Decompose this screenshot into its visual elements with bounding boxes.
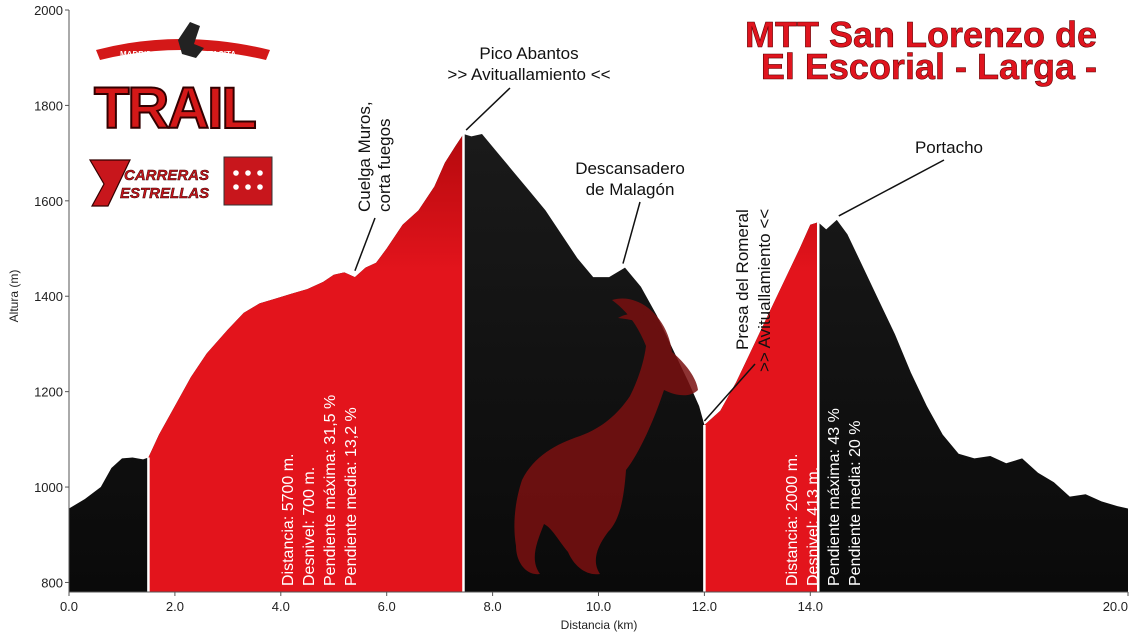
x-tick-label: 0.0: [60, 599, 78, 614]
annotation-malagon-leader: [622, 201, 641, 264]
x-tick-label: 10.0: [586, 599, 611, 614]
segment-dividers: [147, 134, 820, 592]
climb-stats: Distancia: 5700 m. Desnivel: 700 m. Pendie…: [280, 395, 864, 586]
climb-1-stat-3: Pendiente máxima: 31,5 %: [322, 395, 339, 586]
annotation-romeral-line2: >> Avituallamiento <<: [755, 209, 774, 372]
x-tick-label: 6.0: [378, 599, 396, 614]
annotation-cuelga-leader: [354, 217, 376, 272]
climb-1-stat-4: Pendiente media: 13,2 %: [343, 407, 360, 586]
climb-1-stat-2: Desnivel: 700 m.: [301, 467, 318, 586]
trail-logo: MADRID TACITA TRAIL: [93, 22, 270, 142]
climb-1-stat-1: Distancia: 5700 m.: [280, 453, 297, 586]
y-ticks: 2000 1800 1600 1400 1200 1000 800: [34, 3, 69, 590]
logo-top-right: TACITA: [208, 50, 236, 59]
series-line2: ESTRELLAS: [120, 185, 209, 202]
annotation-abantos-line1: Pico Abantos: [479, 44, 578, 63]
annotation-portacho-leader: [838, 159, 945, 217]
y-tick-label: 1600: [34, 194, 63, 209]
annotation-romeral-leader: [703, 363, 756, 422]
x-tick-label: 20.0: [1103, 599, 1128, 614]
annotation-malagon-line1: Descansadero: [575, 159, 685, 178]
logo-ibex-icon: [178, 22, 204, 58]
y-tick-label: 1000: [34, 480, 63, 495]
x-tick-label: 14.0: [798, 599, 823, 614]
logo-brand: TRAIL: [94, 76, 255, 141]
annotation-cuelga-line1: Cuelga Muros,: [355, 101, 374, 212]
chart-title-line2: El Escorial - Larga -: [761, 46, 1097, 87]
annotation-portacho-line1: Portacho: [915, 138, 983, 157]
climb-2-stat-4: Pendiente media: 20 %: [847, 421, 864, 586]
carreras-estrellas-logo: CARRERAS ESTRELLAS: [88, 156, 273, 207]
madrid-flag: [223, 156, 273, 206]
series-x-mark: [88, 159, 131, 207]
ibex-silhouette: [514, 298, 698, 575]
x-tick-label: 8.0: [484, 599, 502, 614]
annotation-malagon-line2: de Malagón: [586, 180, 675, 199]
x-tick-label: 12.0: [692, 599, 717, 614]
logo-top-left: MADRID: [120, 50, 152, 59]
x-tick-label: 4.0: [272, 599, 290, 614]
x-axis-title: Distancia (km): [561, 618, 638, 632]
x-tick-label: 2.0: [166, 599, 184, 614]
y-tick-label: 2000: [34, 3, 63, 18]
annotation-abantos-line2: >> Avituallamiento <<: [447, 65, 610, 84]
y-tick-label: 1200: [34, 385, 63, 400]
y-tick-label: 1400: [34, 289, 63, 304]
climb-2-stat-3: Pendiente máxima: 43 %: [826, 408, 843, 586]
annotation-romeral-line1: Presa del Romeral: [733, 209, 752, 350]
annotation-abantos-leader: [465, 87, 511, 131]
annotations: Pico Abantos >> Avituallamiento << Cuelga …: [354, 44, 983, 422]
y-tick-label: 800: [41, 575, 63, 590]
y-axis-title: Altura (m): [7, 270, 21, 323]
annotation-cuelga-line2: corta fuegos: [375, 118, 394, 212]
climb-2-stat-1: Distancia: 2000 m.: [784, 453, 801, 586]
chart-title-line1: MTT San Lorenzo de: [745, 14, 1097, 55]
flag-stars-icon: [233, 170, 263, 190]
series-line1: CARRERAS: [124, 167, 209, 184]
x-ticks: 0.0 2.0 4.0 6.0 8.0 10.0 12.0 14.0 20.0: [60, 592, 1129, 614]
climb-2-stat-2: Desnivel: 413 m.: [805, 467, 822, 586]
y-tick-label: 1800: [34, 98, 63, 113]
